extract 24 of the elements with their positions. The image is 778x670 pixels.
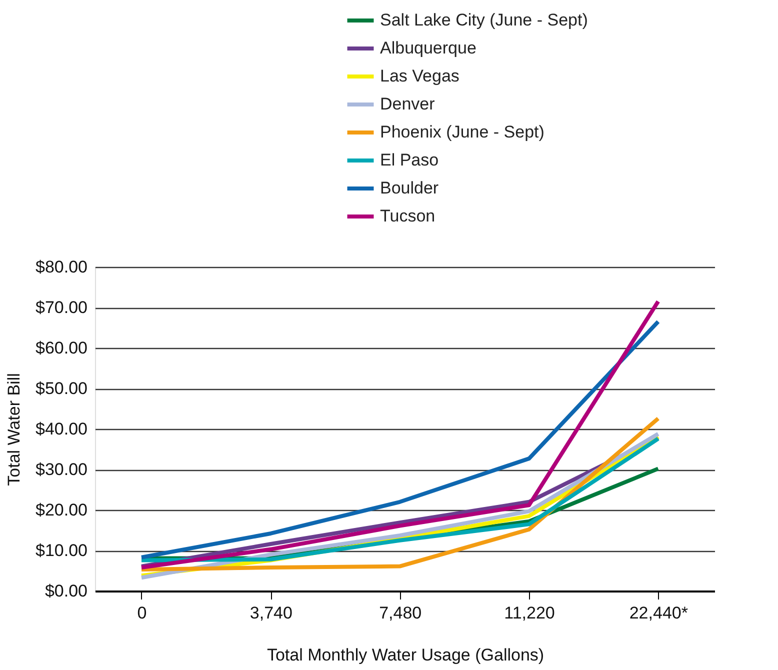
- legend-label: Albuquerque: [380, 38, 476, 58]
- y-tick-label: $40.00: [36, 420, 88, 438]
- y-tick-label: $30.00: [36, 460, 88, 479]
- y-tick-label: $70.00: [36, 298, 88, 317]
- legend-label: Salt Lake City (June - Sept): [380, 10, 588, 30]
- legend-label: Phoenix (June - Sept): [380, 122, 544, 142]
- x-tick-label: 0: [137, 604, 147, 622]
- x-tick-label: 7,480: [379, 604, 422, 622]
- y-tick-label: $20.00: [36, 500, 88, 520]
- y-tick-label: $10.00: [36, 541, 88, 560]
- y-axis-title: Total Water Bill: [4, 373, 24, 486]
- legend-label: Denver: [380, 94, 436, 114]
- x-tick-label: 11,220: [504, 604, 555, 622]
- legend-label: Boulder: [380, 178, 439, 198]
- y-tick-label: $0.00: [44, 582, 88, 600]
- y-tick-label: $50.00: [36, 379, 88, 398]
- x-tick-label: 3,740: [250, 604, 292, 622]
- x-axis-title: Total Monthly Water Usage (Gallons): [266, 646, 544, 664]
- legend-label: Tucson: [380, 206, 436, 226]
- x-tick-label: 22,440*: [629, 604, 688, 622]
- y-tick-label: $60.00: [36, 338, 88, 358]
- y-tick-label: $80.00: [36, 258, 88, 276]
- legend-label: Las Vegas: [380, 66, 460, 86]
- legend-label: El Paso: [380, 150, 439, 170]
